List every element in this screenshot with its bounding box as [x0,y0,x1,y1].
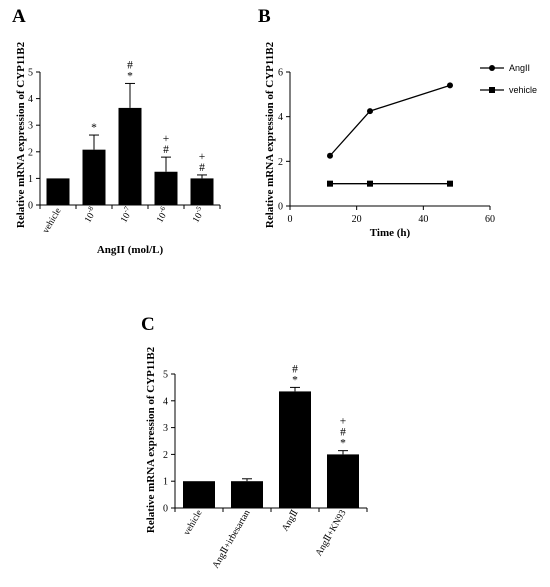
data-point [367,108,373,115]
y-tick-label: 4 [163,396,168,407]
exponent: -5 [193,205,203,214]
x-category-label: AngⅡ+KN93 [314,508,348,558]
legend-label: vehicle [509,85,537,95]
x-tick-label: 0 [288,214,293,225]
x-tick-label: 40 [418,214,428,225]
y-tick-label: 3 [163,423,168,434]
significance-mark: # [127,59,133,71]
x-axis-title: Time (h) [370,227,411,239]
bar [279,391,311,508]
x-category-label: AngⅡ [281,509,301,534]
y-axis-title: Relative mRNA expression of CYP11B2 [15,41,27,228]
significance-mark: * [91,122,97,134]
x-axis-title: AngII (mol/L) [97,244,164,256]
significance-mark: # [163,144,169,156]
significance-mark: # [199,162,205,174]
exponent: -7 [121,205,131,214]
data-point [327,152,333,159]
significance-mark: # [340,427,346,439]
y-tick-label: 1 [163,477,168,488]
x-tick-label: 20 [352,214,362,225]
bar [183,481,215,508]
y-tick-label: 5 [28,68,33,79]
bar [231,481,263,508]
panel-letter: C [141,314,155,335]
y-axis-title: Relative mRNA expression of CYP11B2 [145,346,157,533]
bar [327,454,359,508]
y-tick-label: 0 [163,504,168,515]
y-tick-label: 2 [163,450,168,461]
significance-mark: + [340,416,347,428]
x-category-label: vehicle [41,207,63,236]
x-category-label: 10-8 [81,205,100,225]
y-tick-label: 6 [278,68,283,79]
bar [118,107,142,205]
y-axis-title: Relative mRNA expression of CYP11B2 [264,41,276,228]
data-point [447,82,453,89]
significance-mark: + [163,133,170,145]
exponent: -6 [157,205,167,214]
bar [154,171,178,205]
bar [82,149,106,205]
legend-marker [489,65,495,71]
series-line-angii [329,84,451,157]
data-point [327,180,333,187]
data-point [367,180,373,187]
significance-mark: * [127,70,133,82]
x-category-label: vehicle [182,509,204,538]
y-tick-label: 0 [278,202,283,213]
significance-mark: # [292,363,298,375]
significance-mark: * [340,438,346,450]
legend-label: AngII [509,63,530,73]
y-tick-label: 0 [28,201,33,212]
y-tick-label: 5 [163,370,168,381]
x-category-label: 10-5 [189,205,208,225]
x-tick-label: 60 [485,214,495,225]
panel-letter: B [258,6,271,27]
significance-mark: + [199,151,206,163]
panel-letter: A [12,6,26,27]
x-category-label: 10-6 [153,205,172,225]
y-tick-label: 4 [278,112,283,123]
x-category-label: AngⅡ+irbesartan [211,508,253,570]
y-tick-label: 1 [28,174,33,185]
data-point [447,180,453,187]
y-tick-label: 3 [28,121,33,132]
bar [190,178,214,205]
exponent: -8 [85,205,95,214]
y-tick-label: 4 [28,94,33,105]
panel-c: C 0 1 2 3 4 5 Relative mRNA expression of CYP11… [141,314,368,570]
y-tick-label: 2 [278,157,283,168]
bar [46,178,70,205]
y-tick-label: 2 [28,147,33,158]
x-category-label: 10-7 [117,205,136,225]
significance-mark: * [292,374,298,386]
legend-marker [489,87,495,93]
